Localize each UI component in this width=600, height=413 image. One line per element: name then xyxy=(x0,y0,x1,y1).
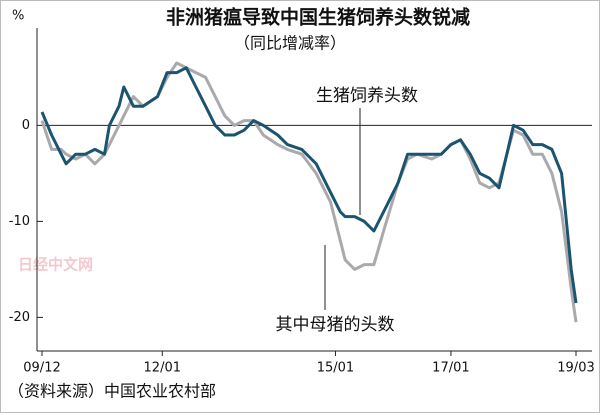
source: （资料来源）中国农业农村部 xyxy=(8,382,216,401)
series-line xyxy=(40,61,578,323)
series-line xyxy=(40,66,578,304)
x-tick-label: 15/01 xyxy=(317,361,354,376)
chart-title: 非洲猪瘟导致中国生猪饲养头数锐减 xyxy=(166,6,470,29)
x-tick-label: 17/01 xyxy=(432,361,469,376)
x-tick-label: 19/03 xyxy=(557,361,594,376)
y-tick-label: 0 xyxy=(22,118,30,133)
x-tick-label: 09/12 xyxy=(23,361,60,376)
x-tick-label: 12/01 xyxy=(144,361,181,376)
annotation: 其中母猪的头数 xyxy=(276,315,395,335)
chart-subtitle: （同比增减率） xyxy=(234,34,346,53)
y-tick-label: -10 xyxy=(9,214,30,229)
annotation: 生猪饲养头数 xyxy=(316,86,418,106)
y-unit: % xyxy=(12,9,24,24)
y-tick-label: -20 xyxy=(9,310,30,325)
watermark: 日经中文网 xyxy=(18,256,93,274)
